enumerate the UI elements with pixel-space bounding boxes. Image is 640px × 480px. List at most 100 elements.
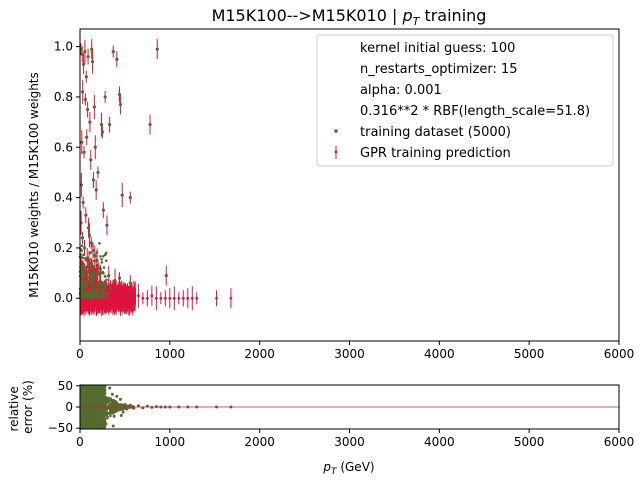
ratio-x-axis-label-sub: T — [331, 467, 338, 477]
training-point — [93, 145, 97, 149]
ratio-band-point — [89, 401, 92, 404]
ratio-band-point — [87, 385, 91, 389]
ratio-band-point — [90, 420, 94, 424]
training-point — [108, 286, 113, 290]
cloud-training-point — [102, 266, 106, 269]
ratio-band-point — [92, 395, 96, 399]
cloud-training-point — [81, 284, 84, 287]
legend: kernel initial guess: 100 n_restarts_opt… — [316, 34, 614, 167]
cloud-training-point — [104, 259, 108, 262]
training-point — [113, 279, 117, 283]
cloud-training-point — [105, 291, 109, 295]
training-point — [118, 102, 123, 107]
ratio-band-point — [111, 408, 114, 411]
ratio-band-point — [95, 417, 99, 420]
training-point — [91, 178, 96, 182]
training-point — [128, 281, 132, 285]
ratio-band-point — [86, 413, 90, 417]
cloud-training-point — [88, 275, 91, 279]
cloud-training-point — [104, 252, 107, 256]
legend-kernel: 0.316**2 * RBF(length_scale=51.8) — [360, 104, 590, 119]
relative-error-point — [136, 404, 140, 408]
relative-error-point — [115, 394, 119, 398]
ratio-band-point — [95, 423, 99, 427]
relative-error-point — [128, 403, 132, 407]
cloud-training-point — [96, 293, 100, 297]
cloud-training-point — [104, 275, 107, 278]
cloud-training-point — [79, 286, 83, 290]
ratio-band-point — [81, 403, 84, 406]
cloud-training-point — [104, 295, 107, 298]
cloud-training-point — [79, 274, 83, 278]
training-point — [82, 150, 86, 154]
relative-error-point — [154, 405, 158, 409]
ratio-band-point — [86, 425, 90, 429]
ratio-band-point — [83, 424, 87, 427]
training-point — [148, 123, 152, 127]
ratio-band-point — [80, 387, 84, 390]
ratio-band-point — [89, 417, 92, 421]
training-point — [95, 258, 99, 263]
ratio-band-point — [109, 409, 112, 412]
training-point — [86, 107, 90, 112]
cloud-training-point — [102, 295, 105, 299]
series-gpr-prediction — [79, 39, 233, 311]
relative-error-point — [116, 408, 120, 412]
training-point — [103, 95, 107, 99]
ratio-band-point — [97, 385, 101, 388]
legend-alpha: alpha: 0.001 — [360, 83, 442, 98]
training-point — [120, 193, 124, 197]
cloud-training-point — [91, 296, 94, 300]
training-point — [79, 183, 83, 187]
ratio-band-point — [94, 392, 98, 396]
cloud-training-point — [80, 244, 84, 247]
training-point — [85, 256, 89, 260]
training-point — [89, 158, 93, 162]
ratio-band-point — [85, 421, 89, 424]
relative-error-point — [110, 392, 114, 396]
gpr-point — [181, 296, 185, 300]
cloud-training-point — [96, 272, 99, 275]
cloud-training-point — [88, 296, 92, 300]
ratio-band-point — [80, 408, 84, 411]
cloud-training-point — [86, 280, 90, 284]
training-point — [96, 170, 100, 175]
main-x-tick-label: 2000 — [244, 347, 275, 361]
ratio-x-tick-label: 0 — [76, 435, 84, 449]
main-y-tick-label: 0.0 — [54, 291, 73, 305]
training-point — [93, 253, 97, 258]
ratio-band-point — [96, 420, 99, 423]
training-point — [83, 97, 87, 102]
cloud-training-point — [93, 292, 97, 295]
legend-kernel-guess: kernel initial guess: 100 — [360, 41, 515, 56]
ratio-band-point — [103, 385, 107, 389]
ratio-band-point — [100, 393, 104, 397]
ratio-band-point — [83, 426, 86, 429]
main-data-layer — [78, 39, 233, 317]
gpr-point — [215, 296, 218, 300]
ratio-x-tick-label: 6000 — [604, 435, 635, 449]
training-point — [87, 261, 91, 265]
ratio-x-tick-label: 2000 — [244, 435, 275, 449]
ratio-band-point — [97, 414, 101, 417]
training-point — [90, 60, 95, 64]
relative-error-point — [114, 400, 118, 404]
legend-gpr-label: GPR training prediction — [360, 146, 511, 161]
main-x-tick-label: 6000 — [604, 347, 635, 361]
training-point — [102, 284, 106, 288]
ratio-band-point — [89, 403, 93, 406]
cloud-training-point — [91, 286, 95, 290]
ratio-y-axis-label-line2: error (%) — [21, 380, 35, 434]
ratio-band-point — [102, 424, 106, 427]
training-point — [88, 120, 92, 124]
chart-title: M15K100-->M15K010 | pT training — [212, 6, 487, 28]
ratio-band-point — [84, 388, 87, 392]
training-point — [92, 271, 96, 275]
training-point — [105, 223, 109, 227]
gpr-point — [186, 296, 190, 300]
training-point — [128, 195, 132, 200]
ratio-band-point — [101, 421, 105, 425]
gpr-point — [136, 294, 140, 298]
cloud-training-point — [83, 274, 87, 277]
training-point — [80, 140, 84, 144]
